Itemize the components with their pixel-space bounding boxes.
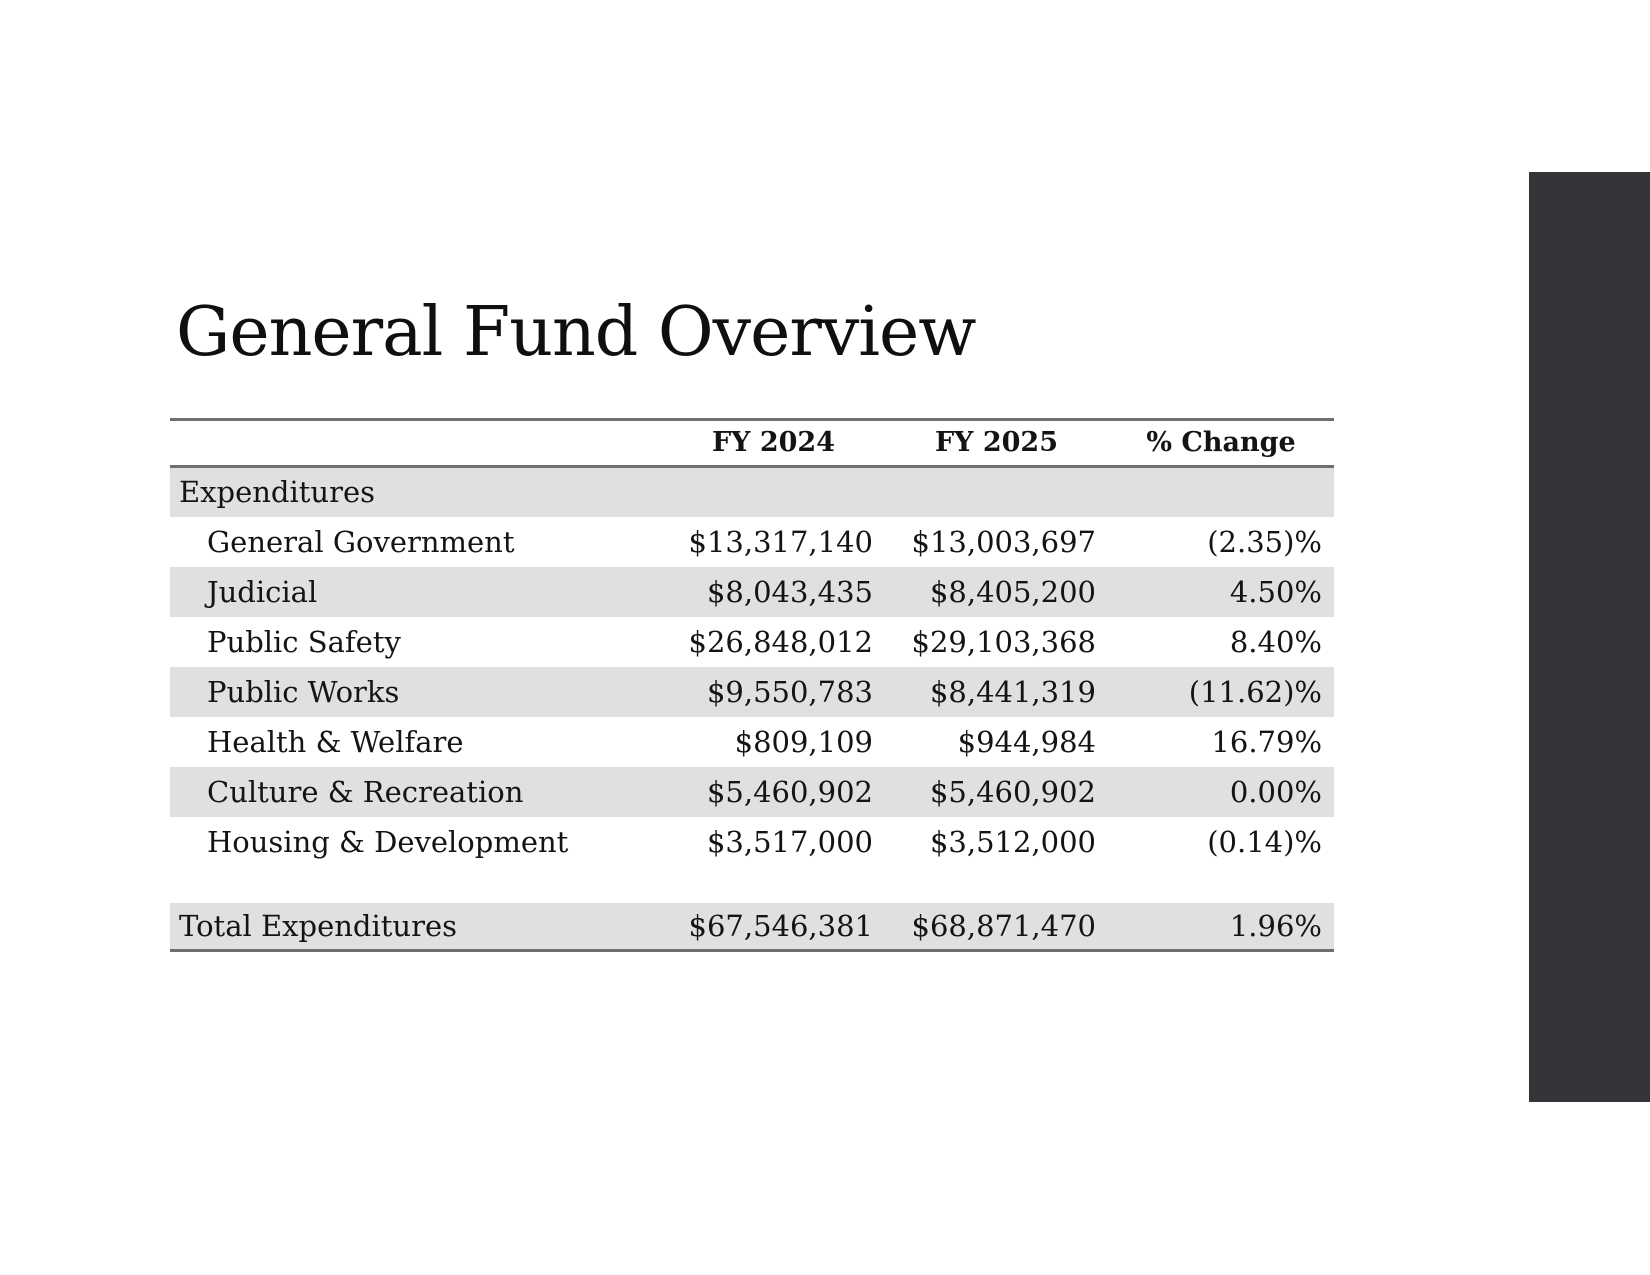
header-fy2025: FY 2025 [935,426,1058,458]
fy2025-value: $8,441,319 [929,674,1096,709]
pct-change-value: (0.14)% [1207,824,1322,859]
fy2024-value: $13,317,140 [688,524,874,559]
fy2024-value: $5,460,902 [706,774,873,809]
section-label: Expenditures [179,475,376,510]
table-row: General Government $13,317,140 $13,003,6… [170,517,1334,567]
row-label: Public Safety [207,624,401,659]
total-fy2025-value: $68,871,470 [911,908,1097,943]
empty-cell [1108,467,1334,517]
total-fy2024-value: $67,546,381 [688,908,874,943]
fy2025-value: $13,003,697 [911,524,1097,559]
row-label: Public Works [207,674,400,709]
header-fy2024: FY 2024 [712,426,835,458]
fy2025-value: $5,460,902 [929,774,1096,809]
pct-change-value: 16.79% [1211,724,1322,759]
fy2024-value: $809,109 [734,724,873,759]
header-pct-change: % Change [1146,426,1296,458]
fy2025-value: $8,405,200 [929,574,1096,609]
table-row: Culture & Recreation $5,460,902 $5,460,9… [170,766,1334,817]
fy2024-value: $9,550,783 [706,674,873,709]
total-row: Total Expenditures $67,546,381 $68,871,4… [170,902,1334,951]
pct-change-value: (11.62)% [1188,674,1322,709]
table-row: Judicial $8,043,435 $8,405,200 4.50% [170,566,1334,617]
total-pct-change-value: 1.96% [1229,908,1322,943]
fy2024-value: $26,848,012 [688,624,874,659]
pct-change-value: 4.50% [1229,574,1322,609]
row-label: Health & Welfare [207,724,464,759]
empty-cell [885,467,1108,517]
table-row: Health & Welfare $809,109 $944,984 16.79… [170,717,1334,767]
table-row: Public Works $9,550,783 $8,441,319 (11.6… [170,666,1334,717]
fy2025-value: $29,103,368 [911,624,1097,659]
header-blank [170,420,662,467]
row-label: General Government [207,524,515,559]
row-label: Judicial [207,574,318,609]
accent-bar [1529,172,1650,1102]
slide-title: General Fund Overview [176,293,976,372]
row-label: Culture & Recreation [207,774,524,809]
pct-change-value: (2.35)% [1207,524,1322,559]
pct-change-value: 0.00% [1229,774,1322,809]
table-header-row: FY 2024 FY 2025 % Change [170,420,1334,467]
general-fund-table: FY 2024 FY 2025 % Change Expenditures Ge… [170,418,1334,952]
section-row-expenditures: Expenditures [170,466,1334,517]
total-label: Total Expenditures [179,908,457,943]
empty-cell [662,467,885,517]
fy2025-value: $3,512,000 [929,824,1096,859]
table-row: Public Safety $26,848,012 $29,103,368 8.… [170,617,1334,667]
fy2025-value: $944,984 [957,724,1096,759]
row-label: Housing & Development [207,824,569,859]
fy2024-value: $3,517,000 [706,824,873,859]
pct-change-value: 8.40% [1229,624,1322,659]
spacer-row [170,866,1334,903]
table-row: Housing & Development $3,517,000 $3,512,… [170,817,1334,867]
fy2024-value: $8,043,435 [706,574,873,609]
